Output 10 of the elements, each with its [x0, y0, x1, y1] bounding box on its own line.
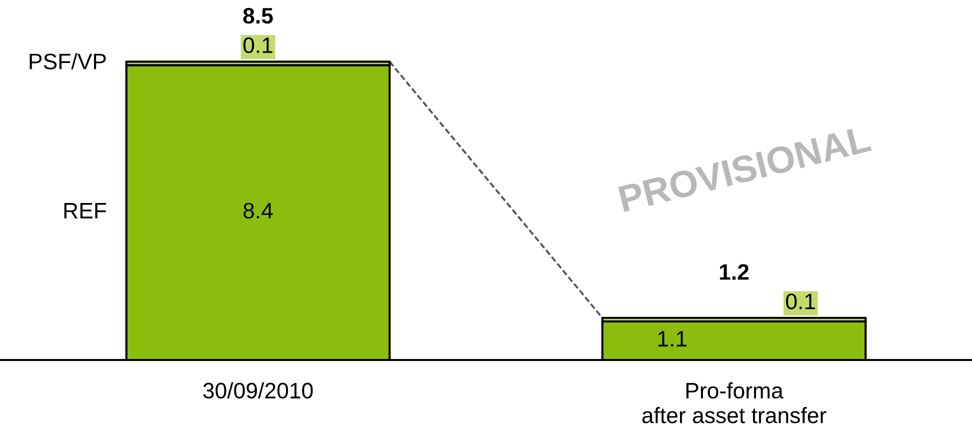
data-label: 0.1	[786, 294, 816, 310]
data-label: 0.1	[243, 37, 272, 54]
total-label: 1.2	[720, 264, 749, 280]
data-label: 1.1	[658, 331, 686, 346]
data-label: 8.4	[244, 202, 273, 219]
series-label: PSF/VP	[30, 53, 106, 70]
total-label: 8.5	[243, 8, 273, 24]
x-tick-label: 30/09/2010	[203, 382, 313, 399]
series-label: REF	[64, 203, 106, 218]
x-tick-label: Pro-forma after asset transfer	[642, 382, 826, 424]
